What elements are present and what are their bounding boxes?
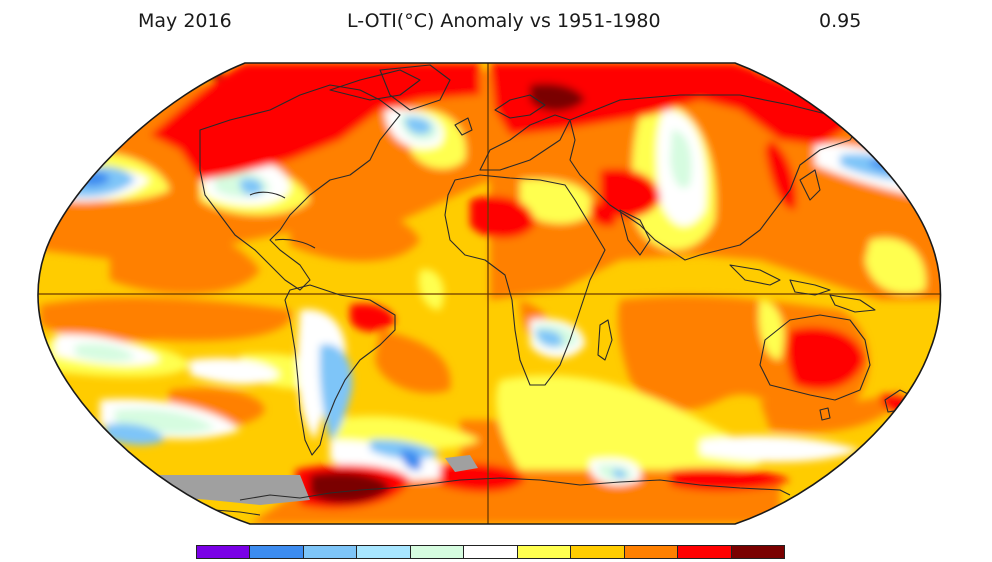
globe-outline	[37, 62, 942, 525]
global-mean-value: 0.95	[819, 10, 862, 32]
colorbar-bin-4	[357, 546, 411, 558]
colorbar-bin-10	[678, 546, 732, 558]
colorbar-bin-8	[571, 546, 625, 558]
colorbar	[196, 545, 785, 559]
colorbar-bin-2	[250, 546, 304, 558]
coastlines	[199, 64, 911, 516]
colorbar-bin-5	[410, 546, 465, 558]
colorbar-bin-7	[517, 546, 572, 558]
colorbar-bin-3	[303, 546, 358, 558]
map-header: May 2016 L-OTI(°C) Anomaly vs 1951-1980 …	[0, 0, 992, 44]
colorbar-bin-11	[731, 546, 784, 558]
colorbar-bin-1	[197, 546, 251, 558]
map-title: L-OTI(°C) Anomaly vs 1951-1980	[347, 10, 661, 32]
date-label: May 2016	[138, 10, 232, 32]
colorbar-bin-9	[624, 546, 679, 558]
colorbar-bin-6	[464, 546, 518, 558]
